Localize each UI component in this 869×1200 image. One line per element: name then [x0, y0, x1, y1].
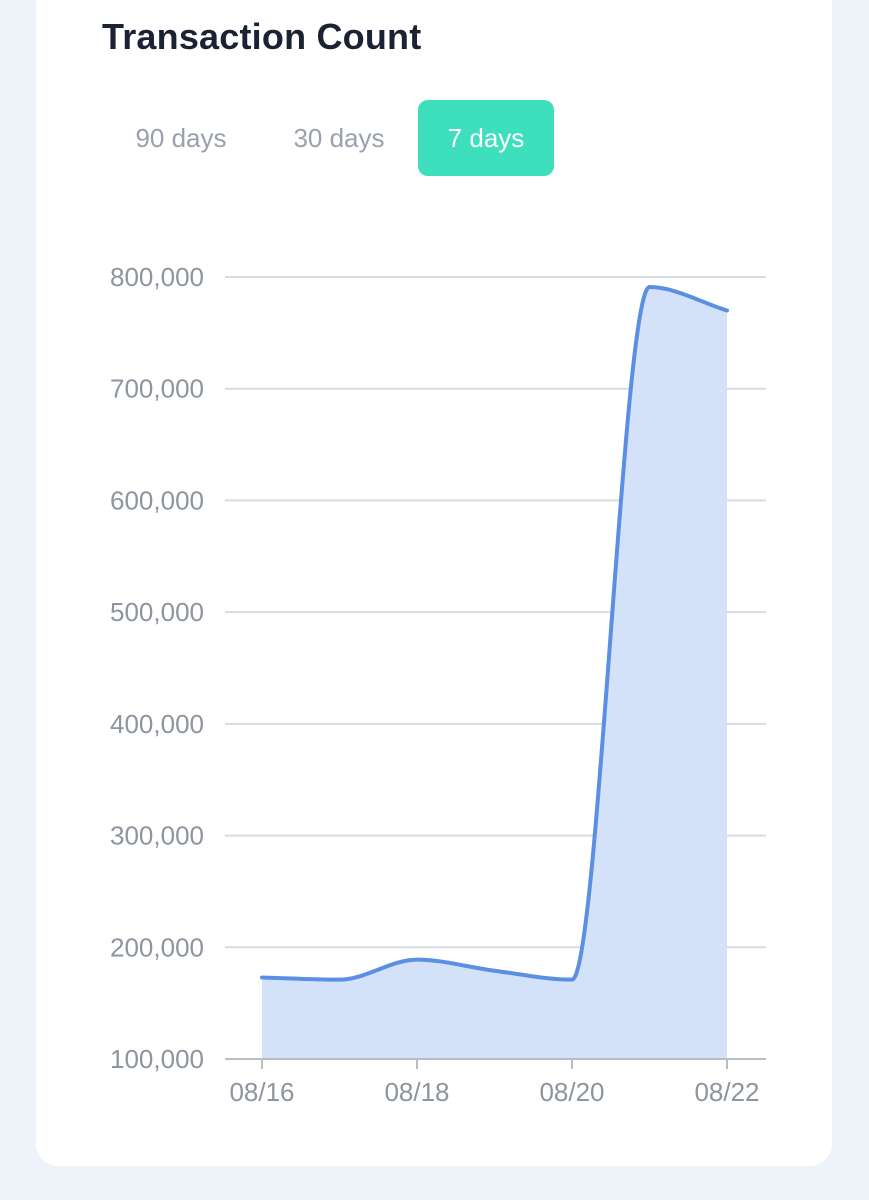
y-tick-label: 600,000	[110, 485, 204, 515]
tab-7-days[interactable]: 7 days	[418, 100, 554, 176]
y-tick-label: 700,000	[110, 374, 204, 404]
x-axis-tick-labels: 08/16 08/18 08/20 08/22	[229, 1077, 759, 1107]
y-axis-tick-labels: 100,000 200,000 300,000 400,000 500,000 600,0…	[110, 262, 204, 1074]
series-area	[262, 287, 727, 1059]
y-tick-label: 200,000	[110, 932, 204, 962]
y-tick-label: 100,000	[110, 1044, 204, 1074]
y-tick-label: 500,000	[110, 597, 204, 627]
x-tick-label: 08/16	[229, 1077, 294, 1107]
range-tabs: 90 days 30 days 7 days	[102, 100, 554, 176]
series-line	[260, 285, 729, 982]
y-tick-label: 400,000	[110, 709, 204, 739]
tab-30-days[interactable]: 30 days	[293, 122, 385, 153]
x-tick-label: 08/20	[539, 1077, 604, 1107]
y-tick-label: 300,000	[110, 821, 204, 851]
tab-90-days[interactable]: 90 days	[135, 122, 227, 153]
card-title: Transaction Count	[102, 16, 422, 57]
x-tick-label: 08/18	[384, 1077, 449, 1107]
x-axis	[225, 1058, 766, 1069]
x-tick-label: 08/22	[694, 1077, 759, 1107]
y-tick-label: 800,000	[110, 262, 204, 292]
